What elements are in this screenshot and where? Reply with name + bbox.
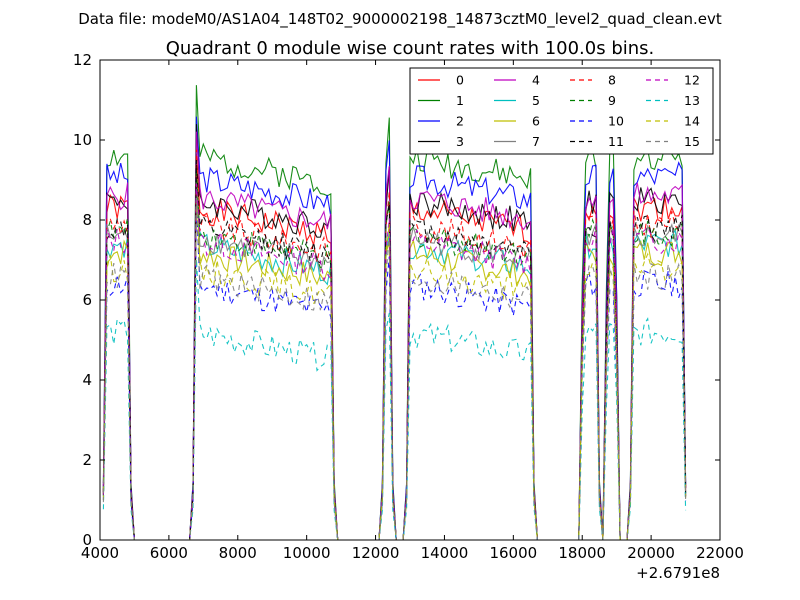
chart-title: Quadrant 0 module wise count rates with … — [166, 38, 655, 59]
legend-label-8: 8 — [608, 73, 616, 88]
legend-label-0: 0 — [456, 73, 464, 88]
x-tick-label: 4000 — [81, 544, 119, 562]
legend-label-13: 13 — [684, 93, 700, 108]
legend-label-12: 12 — [684, 73, 700, 88]
x-tick-label: 12000 — [352, 544, 400, 562]
legend-label-14: 14 — [684, 114, 700, 129]
legend-label-3: 3 — [456, 134, 464, 149]
y-tick-label: 0 — [82, 531, 92, 549]
series-line-14 — [102, 206, 687, 541]
legend-label-15: 15 — [684, 134, 700, 149]
legend-label-2: 2 — [456, 114, 464, 129]
legend-box — [409, 67, 714, 155]
legend-label-9: 9 — [608, 93, 616, 108]
legend-label-11: 11 — [608, 134, 624, 149]
series-line-15 — [102, 197, 687, 541]
y-tick-label: 12 — [73, 51, 92, 69]
x-tick-label: 18000 — [558, 544, 606, 562]
series-line-8 — [102, 149, 687, 541]
y-tick-label: 4 — [82, 371, 92, 389]
legend-label-6: 6 — [532, 114, 540, 129]
series-line-11 — [102, 159, 687, 541]
x-tick-label: 22000 — [696, 544, 744, 562]
series-line-12 — [102, 183, 687, 541]
x-tick-label: 6000 — [150, 544, 188, 562]
y-tick-label: 2 — [82, 451, 92, 469]
y-tick-label: 6 — [82, 291, 92, 309]
x-tick-label: 20000 — [627, 544, 675, 562]
legend-label-1: 1 — [456, 93, 464, 108]
x-tick-label: 16000 — [489, 544, 537, 562]
x-tick-label: 10000 — [283, 544, 331, 562]
x-tick-label: 8000 — [219, 544, 257, 562]
y-tick-label: 10 — [73, 131, 92, 149]
legend-label-10: 10 — [608, 114, 624, 129]
legend-label-4: 4 — [532, 73, 540, 88]
series-layer — [102, 85, 687, 541]
x-offset-label: +2.6791e8 — [636, 564, 720, 582]
tick-layer: 4000 6000 8000 10000 12000 14000 16000 18000 200… — [73, 51, 744, 562]
legend-label-7: 7 — [532, 134, 540, 149]
legend-label-5: 5 — [532, 93, 540, 108]
chart-suptitle: Data file: modeM0/AS1A04_148T02_90000021… — [78, 10, 722, 29]
y-tick-label: 8 — [82, 211, 92, 229]
x-tick-label: 14000 — [421, 544, 469, 562]
